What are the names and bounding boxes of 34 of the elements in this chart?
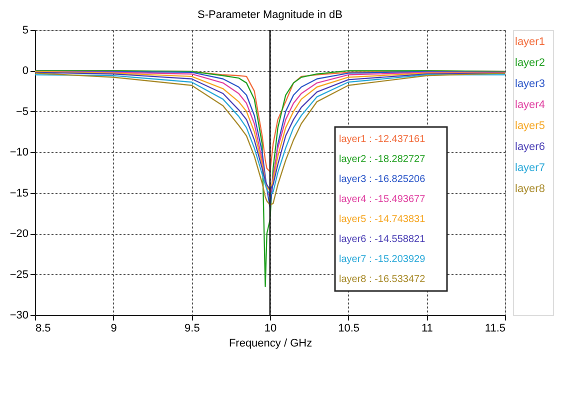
y-tick-label: −5 (16, 106, 28, 118)
y-tick-label: −30 (10, 310, 28, 322)
text: layer8 (515, 183, 545, 195)
x-tick-label: 11.5 (484, 322, 506, 334)
y-tick-label: 5 (22, 24, 28, 36)
x-tick-label: 11 (421, 322, 433, 334)
y-tick-label: 0 (22, 65, 28, 78)
series-label: layer3 (515, 78, 545, 90)
text: layer5 (515, 120, 545, 132)
y-tick-label: −10 (10, 146, 28, 159)
text: layer4 (515, 99, 545, 111)
annotation: layer8 : -16.533472 (339, 274, 426, 285)
annotation: layer7 : -15.203929 (339, 254, 426, 265)
y-tick-label: −25 (10, 268, 28, 281)
annotation: layer4 : -15.493677 (339, 194, 426, 205)
x-tick-label: 9.5 (184, 322, 200, 334)
series-label: layer2 (515, 57, 545, 69)
chart-title: S-Parameter Magnitude in dB (198, 9, 342, 21)
annotation: layer3 : -16.825206 (339, 174, 426, 185)
y-tick-label: −20 (10, 228, 28, 240)
annotation: layer6 : -14.558821 (339, 234, 426, 245)
text: layer6 (515, 141, 545, 153)
x-tick-label: 10.5 (338, 322, 360, 334)
x-tick-label: 9 (110, 322, 117, 334)
text: layer1 (515, 36, 545, 48)
line-series (35, 70, 505, 288)
y-tick-label: −15 (10, 187, 28, 200)
x-tick-label: 10 (264, 322, 277, 334)
annotation: layer1 : -12.437161 (339, 134, 426, 145)
annotation: layer2 : -18.282727 (339, 154, 426, 165)
x-tick-label: 8.5 (36, 322, 51, 334)
x-axis-title: Frequency / GHz (228, 338, 312, 350)
annotation: layer5 : -14.743831 (339, 214, 426, 225)
text: layer7 (515, 162, 545, 174)
